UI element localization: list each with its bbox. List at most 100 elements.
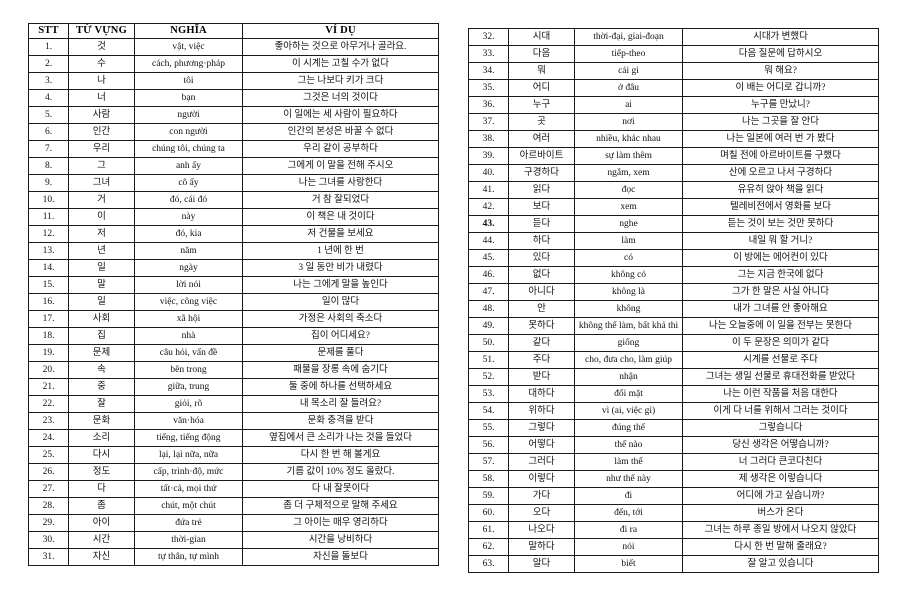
example-cell: 다시 한 번 말해 줄래요? — [682, 538, 879, 556]
vocab-row: 1. 것 vật, việc 좋아하는 것으로 아무거나 골라요. — [28, 38, 439, 56]
example-cell: 다 내 잘못이다 — [242, 480, 439, 498]
word-cell: 문제 — [68, 344, 135, 362]
vocab-page-2: 32. 시대 thời-đại, giai-đoạn 시대가 변했다 33. 다음 tiếp… — [468, 28, 879, 573]
example-cell: 너 그러다 큰코다친다 — [682, 453, 879, 471]
meaning-cell: đến, tới — [574, 504, 683, 522]
word-cell: 없다 — [508, 266, 575, 284]
vocab-row: 19. 문제 câu hỏi, vấn đề 문제를 풀다 — [28, 344, 439, 362]
stt-cell: 38. — [468, 130, 509, 148]
meaning-cell: đọc — [574, 181, 683, 199]
stt-cell: 57. — [468, 453, 509, 471]
example-cell: 그녀는 하루 종일 방에서 나오지 않았다 — [682, 521, 879, 539]
word-cell: 일 — [68, 259, 135, 277]
word-cell: 위하다 — [508, 402, 575, 420]
example-cell: 그는 지금 한국에 없다 — [682, 266, 879, 284]
word-cell: 뭐 — [508, 62, 575, 80]
stt-cell: 6. — [28, 123, 69, 141]
meaning-cell: ngắm, xem — [574, 164, 683, 182]
word-cell: 어떻다 — [508, 436, 575, 454]
example-cell: 우리 같이 공부하다 — [242, 140, 439, 158]
meaning-cell: bạn — [134, 89, 243, 107]
vocab-table-1: STT TỪ VỰNG NGHĨA VÍ DỤ 1. 것 vật, việc 좋아하는… — [28, 23, 439, 566]
vocab-row: 13. 년 năm 1 년에 한 번 — [28, 242, 439, 260]
word-cell: 어디 — [508, 79, 575, 97]
vocab-row: 2. 수 cách, phương·pháp 이 시계는 고칠 수가 없다 — [28, 55, 439, 73]
meaning-cell: không — [574, 300, 683, 318]
vocab-row: 44. 하다 làm 내일 뭐 할 거니? — [468, 232, 879, 250]
vocab-row: 33. 다음 tiếp-theo 다음 질문에 답하시오 — [468, 45, 879, 63]
stt-cell: 42. — [468, 198, 509, 216]
stt-cell: 34. — [468, 62, 509, 80]
stt-cell: 26. — [28, 463, 69, 481]
example-cell: 내가 그녀를 안 좋아해요 — [682, 300, 879, 318]
word-cell: 말 — [68, 276, 135, 294]
meaning-cell: đó, cái đó — [134, 191, 243, 209]
stt-cell: 21. — [28, 378, 69, 396]
header-stt: STT — [28, 23, 69, 39]
stt-cell: 29. — [28, 514, 69, 532]
meaning-cell: giữa, trung — [134, 378, 243, 396]
stt-cell: 43. — [468, 215, 509, 233]
meaning-cell: lời nói — [134, 276, 243, 294]
vocab-row: 27. 다 tất·cả, mọi thứ 다 내 잘못이다 — [28, 480, 439, 498]
word-cell: 받다 — [508, 368, 575, 386]
meaning-cell: không thể làm, bất khả thi — [574, 317, 683, 335]
word-cell: 시간 — [68, 531, 135, 549]
stt-cell: 12. — [28, 225, 69, 243]
word-cell: 하다 — [508, 232, 575, 250]
example-cell: 나는 그녀를 사랑한다 — [242, 174, 439, 192]
stt-cell: 10. — [28, 191, 69, 209]
stt-cell: 60. — [468, 504, 509, 522]
vocab-row: 8. 그 anh ấy 그에게 이 말을 전해 주시오 — [28, 157, 439, 175]
example-cell: 좋아하는 것으로 아무거나 골라요. — [242, 38, 439, 56]
meaning-cell: bên trong — [134, 361, 243, 379]
word-cell: 인간 — [68, 123, 135, 141]
word-cell: 곳 — [508, 113, 575, 131]
vocab-row: 57. 그러다 làm thế 너 그러다 큰코다친다 — [468, 453, 879, 471]
meaning-cell: này — [134, 208, 243, 226]
vocab-row: 3. 나 tôi 그는 나보다 키가 크다 — [28, 72, 439, 90]
vocab-row: 10. 거 đó, cái đó 거 참 잘되었다 — [28, 191, 439, 209]
meaning-cell: cho, đưa cho, làm giúp — [574, 351, 683, 369]
meaning-cell: biết — [574, 555, 683, 573]
meaning-cell: lại, lại nữa, nữa — [134, 446, 243, 464]
meaning-cell: nhà — [134, 327, 243, 345]
example-cell: 뭐 해요? — [682, 62, 879, 80]
vocab-row: 7. 우리 chúng tôi, chúng ta 우리 같이 공부하다 — [28, 140, 439, 158]
example-cell: 다시 한 번 해 볼게요 — [242, 446, 439, 464]
example-cell: 일이 많다 — [242, 293, 439, 311]
example-cell: 그녀는 생일 선물로 휴대전화를 받았다 — [682, 368, 879, 386]
word-cell: 정도 — [68, 463, 135, 481]
vocab-row: 61. 나오다 đi ra 그녀는 하루 종일 방에서 나오지 않았다 — [468, 521, 879, 539]
word-cell: 것 — [68, 38, 135, 56]
example-cell: 나는 일본에 여러 번 가 봤다 — [682, 130, 879, 148]
vocab-row: 38. 여러 nhiều, khác nhau 나는 일본에 여러 번 가 봤다 — [468, 130, 879, 148]
word-cell: 일 — [68, 293, 135, 311]
stt-cell: 44. — [468, 232, 509, 250]
word-cell: 집 — [68, 327, 135, 345]
stt-cell: 45. — [468, 249, 509, 267]
meaning-cell: cái gì — [574, 62, 683, 80]
word-cell: 다시 — [68, 446, 135, 464]
meaning-cell: việc, công việc — [134, 293, 243, 311]
vocab-row: 54. 위하다 vì (ai, việc gì) 이게 다 너를 위해서 그러는 것이… — [468, 402, 879, 420]
meaning-cell: có — [574, 249, 683, 267]
stt-cell: 3. — [28, 72, 69, 90]
example-cell: 듣는 것이 보는 것만 못하다 — [682, 215, 879, 233]
example-cell: 그에게 이 말을 전해 주시오 — [242, 157, 439, 175]
meaning-cell: nhận — [574, 368, 683, 386]
example-cell: 옆집에서 큰 소리가 나는 것을 들었다 — [242, 429, 439, 447]
example-cell: 당신 생각은 어떻습니까? — [682, 436, 879, 454]
word-cell: 누구 — [508, 96, 575, 114]
stt-cell: 18. — [28, 327, 69, 345]
vocab-row: 17. 사회 xã hội 가정은 사회의 축소다 — [28, 310, 439, 328]
meaning-cell: chút, một chút — [134, 497, 243, 515]
vocab-row: 12. 저 đó, kia 저 건물을 보세요 — [28, 225, 439, 243]
meaning-cell: vì (ai, việc gì) — [574, 402, 683, 420]
stt-cell: 61. — [468, 521, 509, 539]
meaning-cell: ở đâu — [574, 79, 683, 97]
vocab-row: 62. 말하다 nói 다시 한 번 말해 줄래요? — [468, 538, 879, 556]
example-cell: 문제를 풀다 — [242, 344, 439, 362]
vocab-row: 23. 문화 văn·hóa 문화 충격을 받다 — [28, 412, 439, 430]
example-cell: 그것은 너의 것이다 — [242, 89, 439, 107]
